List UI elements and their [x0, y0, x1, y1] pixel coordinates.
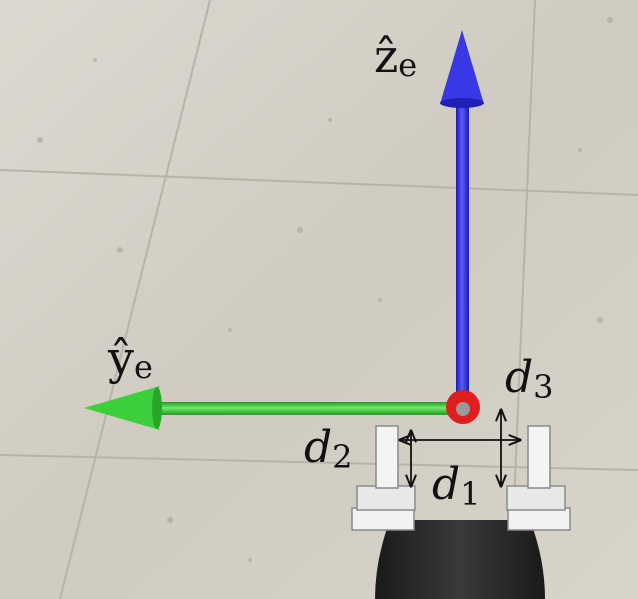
gripper-body: [375, 520, 545, 599]
gripper-finger-left: [351, 425, 416, 531]
z-axis-arrow: [440, 30, 484, 412]
d1-label: d1: [432, 459, 481, 513]
y-axis-label: ŷe: [107, 331, 153, 386]
left-arrow-icon: [84, 386, 160, 430]
d2-label: d2: [304, 422, 353, 476]
up-arrow-icon: [440, 30, 484, 104]
frame-origin: [446, 390, 480, 424]
d3-label: d3: [505, 352, 554, 406]
dimension-lines: [400, 410, 520, 486]
gripper-finger-right: [506, 425, 571, 531]
floor-speckles: [37, 17, 613, 562]
z-axis-label: ẑe: [374, 29, 417, 84]
gripper: [351, 425, 571, 599]
y-axis-arrow: [84, 386, 464, 430]
